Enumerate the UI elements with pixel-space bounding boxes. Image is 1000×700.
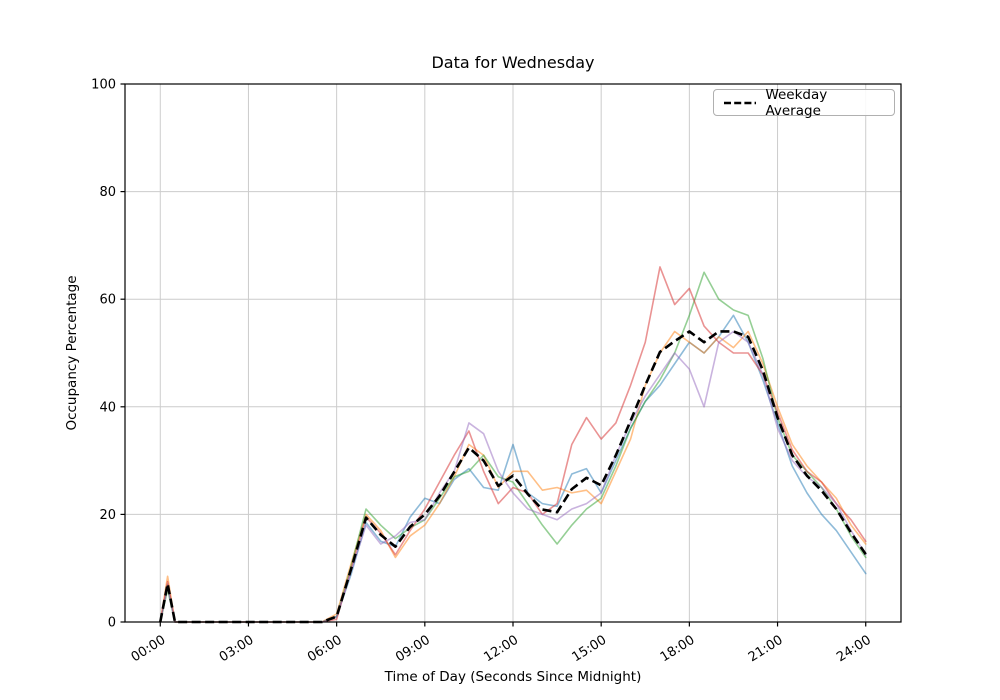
legend: Weekday Average — [713, 86, 895, 119]
x-axis-label: Time of Day (Seconds Since Midnight) — [384, 669, 642, 685]
x-tick-label: 21:00 — [746, 633, 786, 666]
y-tick-label: 0 — [108, 616, 116, 631]
chart-title: Data for Wednesday — [431, 53, 595, 72]
legend-label: Weekday Average — [765, 86, 828, 119]
y-axis-label: Occupancy Percentage — [64, 275, 80, 431]
y-tick-label: 100 — [91, 78, 116, 93]
x-tick-label: 15:00 — [570, 633, 610, 666]
y-tick-label: 20 — [99, 508, 116, 523]
x-tick-label: 12:00 — [481, 633, 521, 666]
x-tick-label: 03:00 — [217, 633, 257, 666]
y-tick-label: 80 — [99, 185, 116, 200]
x-tick-label: 18:00 — [658, 633, 698, 666]
x-tick-label: 24:00 — [834, 633, 874, 666]
dashed-line-sample — [724, 101, 756, 104]
y-tick-label: 40 — [99, 400, 116, 415]
y-tick-label: 60 — [99, 293, 116, 308]
x-tick-label: 00:00 — [129, 633, 169, 666]
x-tick-label: 06:00 — [305, 633, 345, 666]
x-tick-label: 09:00 — [393, 633, 433, 666]
